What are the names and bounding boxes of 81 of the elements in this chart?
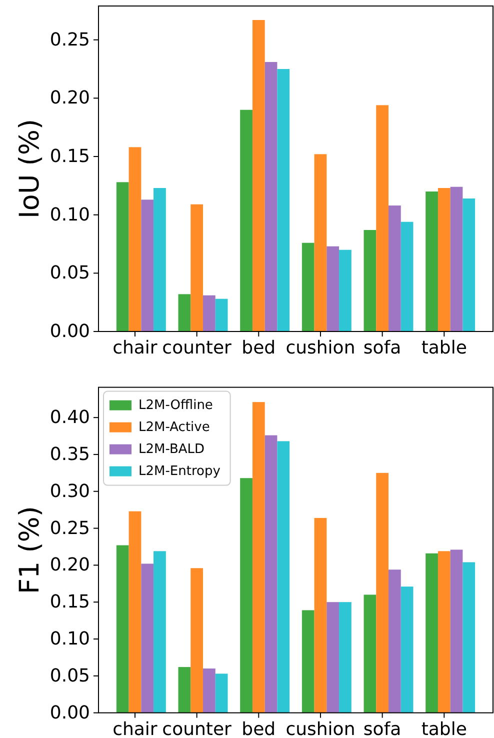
bar bbox=[438, 188, 450, 332]
legend-label: L2M-Active bbox=[138, 420, 210, 435]
bar bbox=[364, 594, 376, 713]
bar bbox=[264, 62, 278, 332]
bar bbox=[339, 602, 352, 713]
bar bbox=[450, 550, 463, 713]
bar bbox=[141, 564, 154, 713]
bar bbox=[240, 478, 252, 713]
bar bbox=[302, 242, 314, 332]
bar bbox=[388, 570, 401, 713]
y-tick-label: 0.15 bbox=[50, 592, 90, 613]
y-tick-label: 0.10 bbox=[50, 628, 90, 650]
bar bbox=[203, 295, 216, 332]
bar bbox=[116, 182, 129, 332]
bar bbox=[314, 518, 327, 713]
legend-label: L2M-Entropy bbox=[138, 464, 221, 479]
y-tick-label: 0.40 bbox=[50, 407, 90, 428]
y-tick-label: 0.20 bbox=[50, 88, 90, 109]
y-tick-label: 0.05 bbox=[50, 665, 90, 686]
x-tick-label: counter bbox=[162, 338, 232, 359]
y-tick-label: 0.25 bbox=[50, 29, 90, 50]
y-tick-label: 0.05 bbox=[50, 262, 90, 284]
bar bbox=[178, 294, 191, 332]
bar bbox=[128, 511, 142, 713]
bar bbox=[339, 250, 352, 332]
legend-label: L2M-BALD bbox=[138, 442, 205, 457]
bar bbox=[376, 105, 388, 332]
x-tick-label: counter bbox=[162, 718, 232, 738]
bar bbox=[203, 668, 216, 713]
bar bbox=[326, 602, 340, 713]
bar bbox=[252, 20, 265, 332]
y-tick-label: 0.10 bbox=[50, 204, 90, 226]
y-tick-label: 0.00 bbox=[50, 321, 90, 342]
x-tick-label: table bbox=[421, 338, 467, 359]
x-tick-label: table bbox=[421, 718, 467, 738]
x-tick-label: bed bbox=[242, 718, 276, 738]
x-tick-label: cushion bbox=[286, 718, 356, 738]
bar bbox=[426, 553, 438, 713]
x-tick-label: bed bbox=[242, 338, 276, 359]
bar bbox=[364, 230, 376, 332]
bar bbox=[215, 298, 228, 332]
legend-label: L2M-Offline bbox=[138, 398, 213, 413]
y-tick-label: 0.35 bbox=[50, 444, 90, 465]
y-tick-label: 0.25 bbox=[50, 518, 90, 539]
bar bbox=[154, 551, 166, 713]
bar bbox=[400, 222, 414, 332]
bar bbox=[376, 472, 388, 713]
bar bbox=[314, 154, 327, 332]
y-tick-label: 0.20 bbox=[50, 554, 90, 576]
y-axis-title: IoU (%) bbox=[14, 118, 46, 219]
bar bbox=[190, 568, 203, 713]
bar bbox=[264, 435, 278, 713]
bar bbox=[388, 206, 401, 332]
bar bbox=[141, 200, 154, 332]
bar bbox=[190, 204, 203, 332]
x-tick-label: sofa bbox=[363, 718, 402, 738]
x-tick-label: sofa bbox=[363, 338, 402, 359]
y-tick-label: 0.00 bbox=[50, 702, 90, 724]
bar bbox=[240, 110, 252, 332]
bar bbox=[326, 246, 340, 332]
bar bbox=[154, 188, 166, 332]
bar bbox=[462, 562, 476, 713]
y-axis-title: F1 (%) bbox=[14, 506, 46, 594]
x-tick-label: chair bbox=[112, 718, 158, 738]
bar bbox=[215, 674, 228, 713]
bar bbox=[277, 441, 290, 713]
bar bbox=[252, 402, 265, 713]
x-tick-label: cushion bbox=[286, 338, 356, 359]
bar bbox=[128, 147, 142, 332]
bar bbox=[302, 610, 314, 713]
y-tick-label: 0.15 bbox=[50, 146, 90, 167]
bar bbox=[116, 545, 129, 713]
bar bbox=[400, 586, 414, 713]
x-tick-label: chair bbox=[112, 338, 158, 359]
bar bbox=[178, 667, 191, 713]
bar bbox=[438, 551, 450, 713]
bar bbox=[462, 198, 476, 332]
y-tick-label: 0.30 bbox=[50, 480, 90, 502]
bar bbox=[426, 192, 438, 332]
bar bbox=[277, 69, 290, 332]
bar bbox=[450, 186, 463, 332]
